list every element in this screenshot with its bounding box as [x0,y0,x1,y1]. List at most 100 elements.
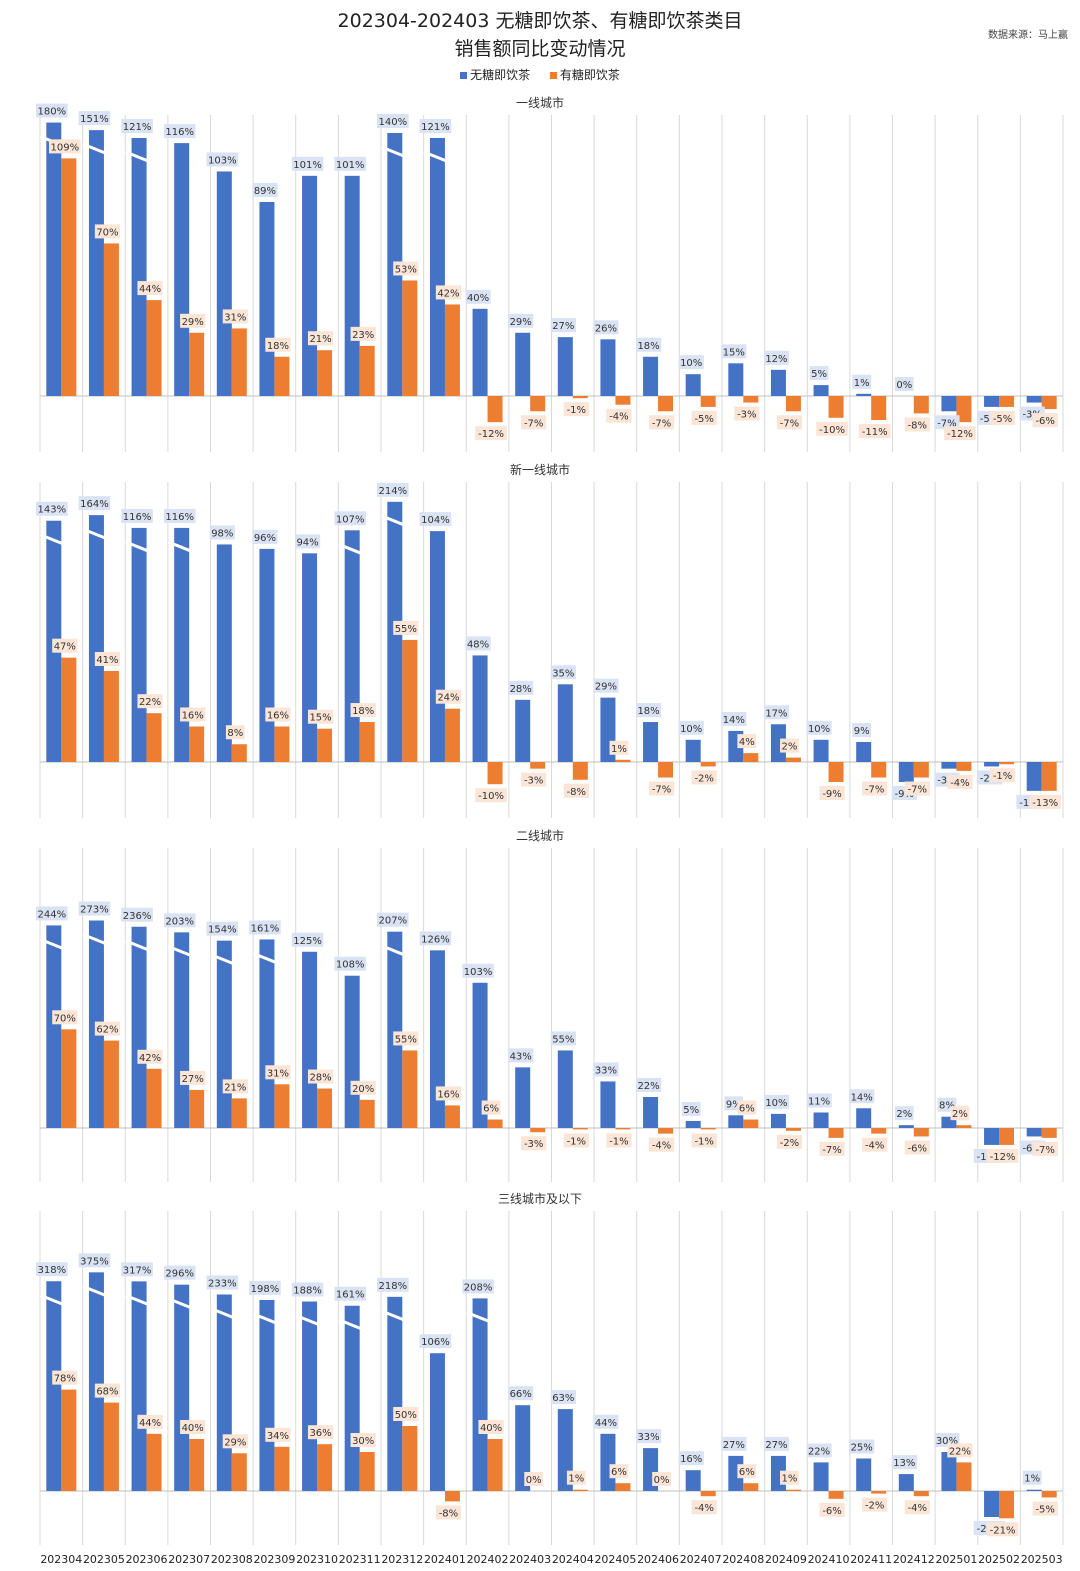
label-sugared-2-202503-bg [1029,794,1061,809]
bar-sugared-3-202409 [785,1128,801,1131]
label-sugar-free-3-202411-bg [849,1089,875,1104]
label-sugared-3-202411: -4% [865,1141,884,1152]
label-sugared-4-202409: 1% [782,1474,798,1485]
label-sugared-3-202410-bg [819,1141,845,1156]
label-sugared-3-202402-bg [481,1100,501,1115]
bar-sugared-1-202404 [572,396,588,399]
bar-sugared-4-202407 [700,1491,716,1497]
label-sugar-free-1-202406: 18% [637,341,659,352]
label-sugared-4-202310: 36% [309,1428,331,1439]
label-sugared-1-202410-bg [816,421,848,436]
label-sugared-4-202308-bg [222,1434,248,1449]
label-sugar-free-2-202501: -3% [937,776,956,787]
label-sugar-free-1-202401: 121% [421,122,450,133]
label-sugar-free-3-202304: 244% [38,909,67,920]
label-sugared-1-202306: 44% [139,284,161,295]
break-mark-2-202306 [125,540,152,554]
label-sugar-free-1-202409-bg [763,350,790,365]
bar-sugared-1-202306 [146,300,162,396]
label-sugared-1-202312-bg [393,261,419,276]
label-sugared-3-202405: -1% [609,1136,628,1147]
label-sugar-free-1-202410: 5% [811,369,827,380]
bar-sugared-4-202412 [913,1491,929,1497]
bar-sugared-3-202406 [658,1128,674,1134]
bar-sugar-free-3-202503 [1026,1128,1042,1137]
label-sugar-free-2-202312-bg [377,482,409,497]
label-sugar-free-4-202407-bg [678,1451,704,1466]
x-tick-202410: 202410 [808,1553,850,1566]
bar-sugar-free-3-202405 [600,1081,616,1128]
bar-sugared-4-202309 [274,1446,290,1491]
label-sugared-4-202409-bg [780,1470,799,1485]
bar-sugar-free-3-202309 [259,939,275,1128]
bar-sugared-4-202308 [231,1453,247,1491]
label-sugar-free-4-202306-bg [121,1262,153,1277]
label-sugared-3-202312: 55% [395,1034,417,1045]
legend-item-sugared: 有糖即饮茶 [549,66,620,83]
bar-sugar-free-1-202305 [88,130,104,396]
chart-legend: 无糖即饮茶 有糖即饮茶 [0,66,1080,83]
break-mark-3-202305 [82,933,109,946]
label-sugared-2-202404-bg [563,783,589,798]
x-tick-202306: 202306 [126,1553,168,1566]
label-sugared-2-202501: -4% [950,778,969,789]
label-sugar-free-2-202408-bg [721,711,747,726]
break-mark-2-202304 [39,533,66,547]
chart-title-line1: 202304-202403 无糖即饮茶、有糖即饮茶类目 [337,10,743,32]
label-sugar-free-3-202405-bg [593,1062,619,1077]
bar-sugar-free-1-202308 [216,171,232,396]
label-sugared-1-202304-bg [49,139,81,154]
break-mark-2-202311 [338,542,365,556]
label-sugar-free-2-202304-bg [36,501,68,516]
label-sugared-4-202312-bg [393,1407,419,1421]
bar-sugar-free-4-202404 [557,1409,573,1491]
label-sugared-1-202308: 31% [224,312,246,323]
label-sugar-free-2-202404: 35% [552,668,574,679]
label-sugar-free-2-202307-bg [163,508,196,523]
bar-sugared-1-202312 [402,280,418,396]
label-sugar-free-1-202404: 27% [552,321,574,332]
label-sugared-1-202406: -7% [652,418,671,429]
label-sugar-free-4-202307-bg [163,1265,196,1280]
label-sugared-2-202305: 41% [96,655,118,666]
label-sugar-free-4-202402: 208% [464,1282,493,1293]
bar-sugar-free-1-202311 [344,175,360,396]
bar-sugared-1-202412 [913,396,929,414]
bar-sugared-3-202410 [828,1128,844,1138]
label-sugar-free-3-202311: 108% [336,960,365,971]
break-mark-2-202307 [167,540,194,554]
bar-sugared-3-202402 [487,1119,503,1128]
bar-sugar-free-3-202404 [557,1050,573,1128]
label-sugar-free-4-202401: 106% [421,1337,450,1348]
bar-sugar-free-1-202501 [941,396,957,412]
bar-sugar-free-3-202307 [174,932,190,1128]
bar-sugared-2-202311 [359,722,375,762]
x-tick-202411: 202411 [850,1553,892,1566]
label-sugar-free-1-202401-bg [419,118,452,133]
label-sugar-free-3-202411: 14% [851,1092,873,1103]
label-sugar-free-3-202402-bg [462,963,494,978]
label-sugar-free-3-202406-bg [635,1077,662,1092]
bar-sugar-free-2-202404 [557,684,573,762]
label-sugar-free-4-202404-bg [550,1390,576,1405]
bar-sugar-free-3-202402 [472,982,488,1128]
label-sugar-free-3-202310: 125% [293,936,322,947]
bar-sugar-free-3-202306 [131,926,147,1128]
label-sugar-free-1-202305: 151% [80,114,109,125]
label-sugared-3-202406-bg [648,1137,675,1152]
label-sugared-2-202402: -10% [478,791,504,802]
label-sugar-free-4-202307: 296% [165,1269,194,1280]
bar-sugared-3-202310 [317,1088,333,1128]
label-sugared-2-202306: 22% [139,697,161,708]
label-sugared-3-202404: -1% [567,1136,586,1147]
label-sugared-4-202410-bg [819,1502,845,1517]
bar-sugar-free-1-202411 [856,393,872,396]
label-sugared-1-202308-bg [222,309,248,324]
bar-sugared-2-202403 [530,762,546,769]
label-sugared-1-202401: 42% [437,288,459,299]
x-tick-202503: 202503 [1021,1553,1063,1566]
label-sugar-free-3-202403-bg [508,1048,534,1063]
bar-sugar-free-2-202310 [302,553,318,762]
bar-sugared-1-202410 [828,396,844,418]
label-sugared-4-202408-bg [737,1464,757,1479]
